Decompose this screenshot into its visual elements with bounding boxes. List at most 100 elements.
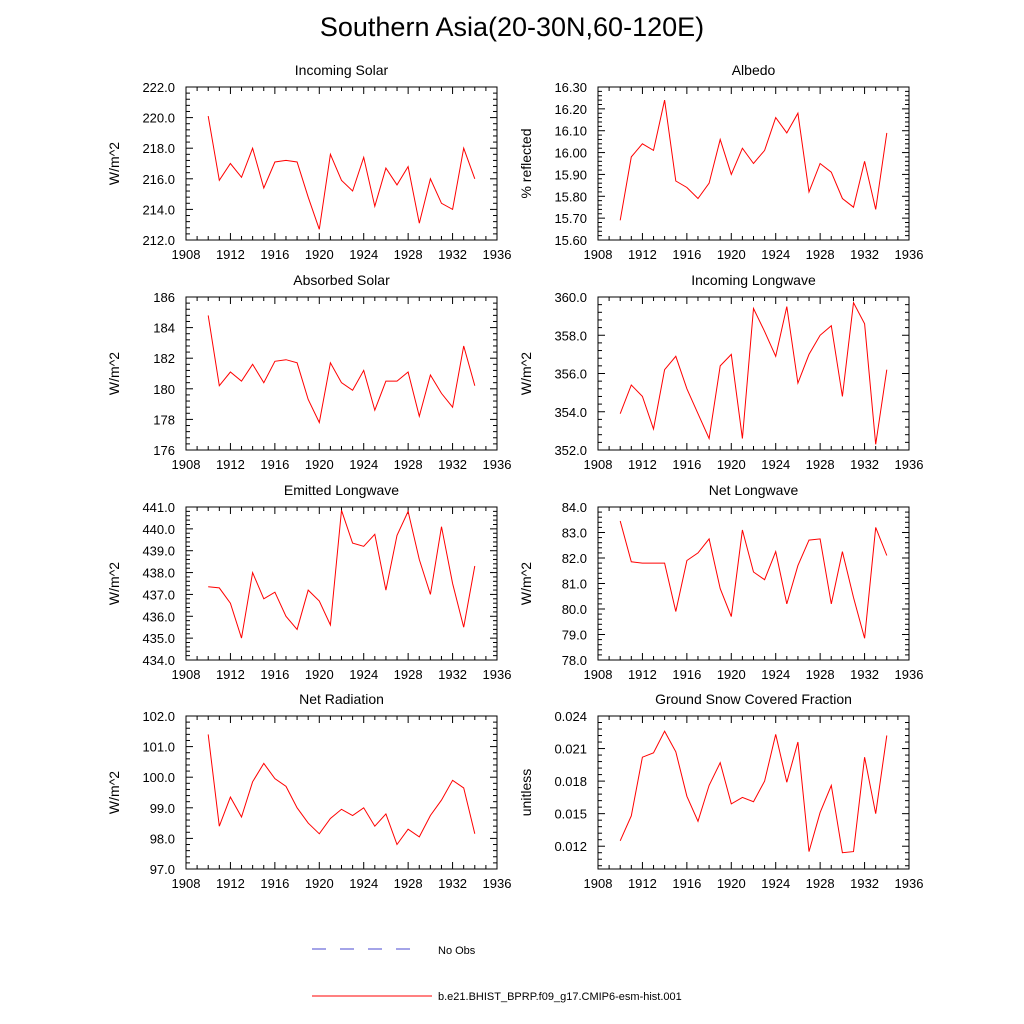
panel-1-y-tick-label: 216.0 bbox=[142, 172, 175, 187]
panel-1-y-tick-label: 214.0 bbox=[142, 202, 175, 217]
panel-3-x-tick-label: 1932 bbox=[438, 457, 467, 472]
panel-2-series-line bbox=[619, 99, 888, 221]
panel-6-series-line bbox=[619, 520, 888, 639]
panel-4-title: Incoming Longwave bbox=[691, 272, 816, 288]
panel-1-x-tick-label: 1912 bbox=[216, 247, 245, 262]
panel-4-x-tick-label: 1920 bbox=[717, 457, 746, 472]
panel-6-y-tick-label: 83.0 bbox=[562, 526, 587, 541]
panel-3-x-tick-label: 1924 bbox=[349, 457, 378, 472]
panel-2-y-tick-label: 16.00 bbox=[554, 146, 587, 161]
panel-2-x-tick-label: 1916 bbox=[672, 247, 701, 262]
panel-5-x-tick-label: 1908 bbox=[172, 667, 201, 682]
panel-7-x-tick-label: 1936 bbox=[483, 876, 512, 891]
panel-7-y-tick-label: 101.0 bbox=[142, 740, 175, 755]
panel-8-x-tick-label: 1924 bbox=[761, 876, 790, 891]
panel-2-x-tick-label: 1932 bbox=[850, 247, 879, 262]
panel-7-y-tick-label: 99.0 bbox=[150, 801, 175, 816]
panel-3-x-tick-label: 1916 bbox=[260, 457, 289, 472]
panel-7-x-tick-label: 1928 bbox=[394, 876, 423, 891]
panel-2-y-tick-label: 15.60 bbox=[554, 233, 587, 248]
panel-8-frame bbox=[597, 715, 910, 870]
panel-5-x-tick-label: 1924 bbox=[349, 667, 378, 682]
panel-6-y-tick-label: 79.0 bbox=[562, 628, 587, 643]
panel-5-x-tick-label: 1928 bbox=[394, 667, 423, 682]
panel-8-y-axis-label: unitless bbox=[518, 769, 534, 816]
panel-6-x-tick-label: 1916 bbox=[672, 667, 701, 682]
panel-6-y-tick-label: 80.0 bbox=[562, 602, 587, 617]
panel-8-x-tick-label: 1932 bbox=[850, 876, 879, 891]
panel-4-y-tick-label: 358.0 bbox=[554, 328, 587, 343]
figure-title: Southern Asia(20-30N,60-120E) bbox=[319, 12, 705, 42]
panel-7-x-tick-label: 1920 bbox=[305, 876, 334, 891]
panel-7-frame bbox=[185, 715, 498, 870]
panel-1-frame bbox=[185, 86, 498, 241]
panel-1-title: Incoming Solar bbox=[295, 62, 389, 78]
panel-2-y-tick-label: 15.80 bbox=[554, 189, 587, 204]
panel-1-y-tick-label: 222.0 bbox=[142, 80, 175, 95]
panel-3-x-tick-label: 1912 bbox=[216, 457, 245, 472]
panel-4-y-tick-label: 356.0 bbox=[554, 367, 587, 382]
panel-5-y-tick-label: 440.0 bbox=[142, 522, 175, 537]
panel-6-x-tick-label: 1924 bbox=[761, 667, 790, 682]
panel-1-x-tick-label: 1928 bbox=[394, 247, 423, 262]
panel-7-x-tick-label: 1916 bbox=[260, 876, 289, 891]
panel-4-x-tick-label: 1916 bbox=[672, 457, 701, 472]
panel-8-x-tick-label: 1928 bbox=[806, 876, 835, 891]
panel-5-y-axis-label: W/m^2 bbox=[106, 562, 122, 605]
panel-5-y-tick-label: 435.0 bbox=[142, 631, 175, 646]
panel-6-x-tick-label: 1928 bbox=[806, 667, 835, 682]
panel-6-y-axis-label: W/m^2 bbox=[518, 562, 534, 605]
panel-6-x-tick-label: 1908 bbox=[584, 667, 613, 682]
panel-1-x-tick-label: 1908 bbox=[172, 247, 201, 262]
panel-5-y-tick-label: 438.0 bbox=[142, 566, 175, 581]
panel-4-x-tick-label: 1912 bbox=[628, 457, 657, 472]
panel-4-y-tick-label: 352.0 bbox=[554, 443, 587, 458]
panel-4-y-axis-label: W/m^2 bbox=[518, 352, 534, 395]
panel-8-x-tick-label: 1920 bbox=[717, 876, 746, 891]
panel-3-x-tick-label: 1908 bbox=[172, 457, 201, 472]
panel-5-x-tick-label: 1932 bbox=[438, 667, 467, 682]
panel-5-x-tick-label: 1916 bbox=[260, 667, 289, 682]
panel-2-y-tick-label: 16.10 bbox=[554, 124, 587, 139]
panel-6-x-tick-label: 1912 bbox=[628, 667, 657, 682]
panel-7-y-tick-label: 97.0 bbox=[150, 862, 175, 877]
panel-4-x-tick-label: 1936 bbox=[895, 457, 924, 472]
panel-6-x-tick-label: 1936 bbox=[895, 667, 924, 682]
panel-3-y-tick-label: 184 bbox=[153, 321, 175, 336]
panel-8-title: Ground Snow Covered Fraction bbox=[655, 691, 852, 707]
panel-2-y-tick-label: 15.70 bbox=[554, 211, 587, 226]
panel-3-x-tick-label: 1928 bbox=[394, 457, 423, 472]
panel-7-x-tick-label: 1924 bbox=[349, 876, 378, 891]
panel-8-y-tick-label: 0.012 bbox=[554, 839, 587, 854]
panel-2-x-tick-label: 1908 bbox=[584, 247, 613, 262]
panel-6-frame bbox=[597, 506, 910, 661]
panel-1-series-line bbox=[207, 116, 476, 230]
panel-2-x-tick-label: 1928 bbox=[806, 247, 835, 262]
panel-7-title: Net Radiation bbox=[299, 691, 384, 707]
panel-2-x-tick-label: 1920 bbox=[717, 247, 746, 262]
panel-2-title: Albedo bbox=[732, 62, 776, 78]
panel-2-y-tick-label: 16.30 bbox=[554, 80, 587, 95]
panel-7-series-line bbox=[207, 734, 476, 846]
panel-3-title: Absorbed Solar bbox=[293, 272, 390, 288]
panel-7-y-tick-label: 100.0 bbox=[142, 770, 175, 785]
panel-5-y-tick-label: 441.0 bbox=[142, 500, 175, 515]
panel-1-x-tick-label: 1920 bbox=[305, 247, 334, 262]
panel-7-y-tick-label: 102.0 bbox=[142, 709, 175, 724]
panel-5-x-tick-label: 1912 bbox=[216, 667, 245, 682]
panel-7-x-tick-label: 1908 bbox=[172, 876, 201, 891]
panel-5-y-tick-label: 439.0 bbox=[142, 544, 175, 559]
panel-8-x-tick-label: 1908 bbox=[584, 876, 613, 891]
panel-8-y-tick-label: 0.024 bbox=[554, 709, 587, 724]
panel-4-series-line bbox=[619, 301, 888, 445]
legend-no-obs-label: No Obs bbox=[438, 945, 476, 957]
panel-1-x-tick-label: 1916 bbox=[260, 247, 289, 262]
panel-2-y-tick-label: 15.90 bbox=[554, 167, 587, 182]
panel-1-y-tick-label: 212.0 bbox=[142, 233, 175, 248]
panel-8-x-tick-label: 1916 bbox=[672, 876, 701, 891]
panel-1-y-tick-label: 220.0 bbox=[142, 111, 175, 126]
panel-7-x-tick-label: 1932 bbox=[438, 876, 467, 891]
panel-5-series-line bbox=[208, 509, 476, 639]
